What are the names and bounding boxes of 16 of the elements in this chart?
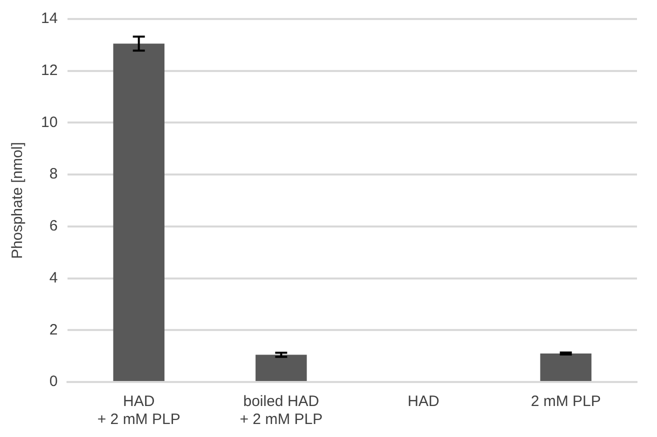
bar — [540, 353, 592, 381]
y-tick-label: 2 — [49, 321, 58, 338]
y-tick-label: 6 — [49, 218, 58, 235]
y-tick-label: 4 — [49, 269, 58, 286]
bar — [256, 354, 307, 381]
y-tick-label: 8 — [49, 166, 58, 183]
y-tick-label: 0 — [49, 373, 58, 390]
y-axis-title: Phosphate [nmol] — [9, 142, 26, 259]
x-tick-label: boiled HAD + 2 mM PLP — [240, 393, 323, 428]
y-tick-label: 12 — [40, 62, 58, 79]
y-tick-label: 10 — [40, 114, 58, 131]
x-tick-label: 2 mM PLP — [530, 393, 601, 410]
x-tick-label: HAD — [408, 393, 440, 410]
bar — [113, 44, 164, 381]
x-tick-label: HAD + 2 mM PLP — [97, 393, 180, 428]
y-tick-label: 14 — [40, 10, 58, 28]
